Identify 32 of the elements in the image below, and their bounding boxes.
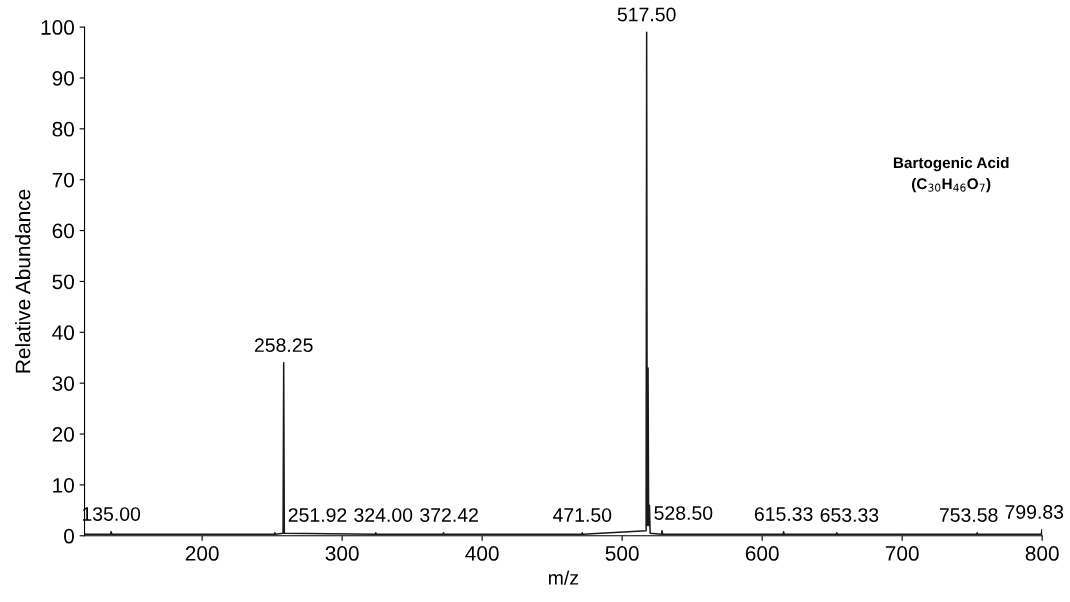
y-tick-label: 60 — [52, 223, 74, 239]
y-tick-label: 30 — [52, 376, 74, 391]
x-axis-title: m/z — [548, 570, 579, 585]
annotation: 799.83 — [1005, 505, 1064, 519]
annotation: 517.50 — [617, 7, 676, 22]
y-tick-label: 50 — [52, 274, 74, 290]
annotation: Bartogenic Acid (C$_{30}$H$_{46}$O$_{7}$) — [893, 156, 1009, 193]
annotation: 258.25 — [254, 338, 313, 353]
y-tick-label: 90 — [52, 70, 74, 86]
x-tick-label: 200 — [185, 546, 219, 561]
x-tick-label: 700 — [885, 546, 919, 561]
x-tick-label: 300 — [325, 546, 359, 561]
x-tick-label: 800 — [1025, 546, 1059, 561]
y-tick-label: 0 — [64, 528, 74, 544]
y-tick-label: 70 — [52, 172, 74, 188]
y-tick-label: 40 — [52, 325, 74, 341]
y-tick-label: 20 — [52, 427, 74, 442]
annotation: 251.92 — [288, 508, 347, 522]
y-tick-label: 10 — [53, 477, 74, 493]
annotation: 615.33 — [754, 507, 813, 521]
y-tick-label: 100 — [41, 20, 74, 35]
y-tick-label: 80 — [52, 121, 74, 137]
annotation: 528.50 — [654, 506, 713, 520]
annotation: 653.33 — [820, 508, 879, 522]
x-tick-label: 400 — [465, 546, 499, 561]
x-tick-label: 500 — [605, 546, 639, 561]
annotation: 324.00 — [354, 508, 413, 522]
y-axis-title: Relative Abundance — [15, 189, 31, 373]
x-tick-label: 600 — [745, 546, 779, 561]
annotation: 372.42 — [420, 508, 478, 522]
annotation: 753.58 — [939, 508, 998, 522]
annotation: 471.50 — [552, 508, 612, 522]
